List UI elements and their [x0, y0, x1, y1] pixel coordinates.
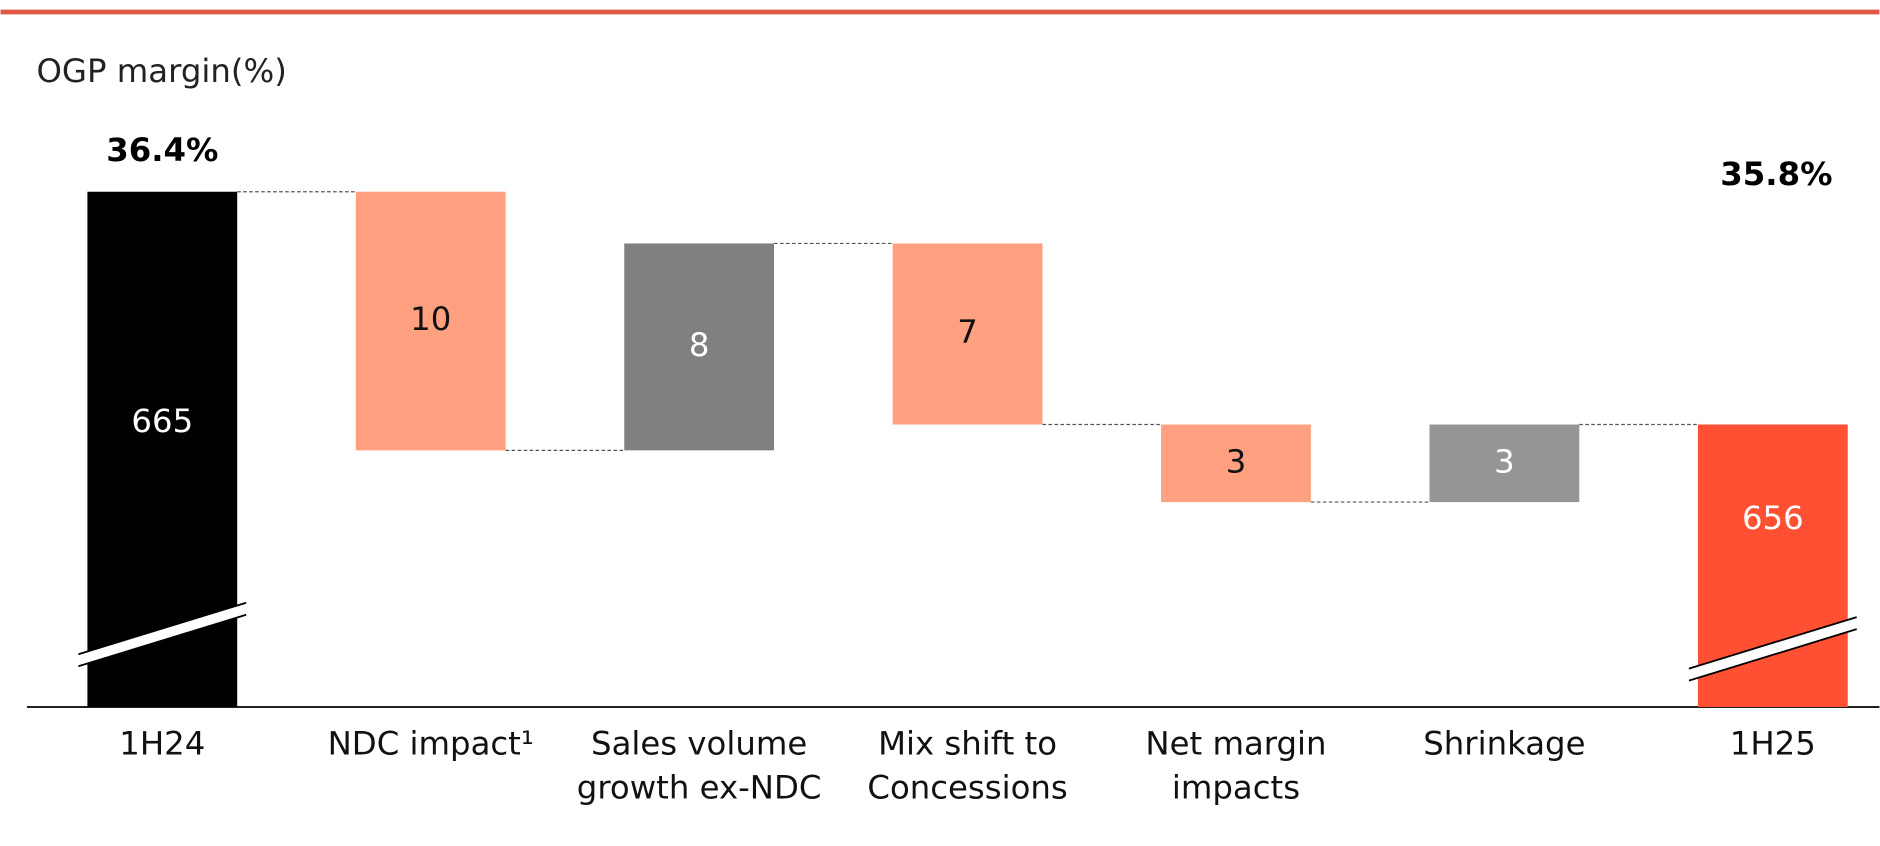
category-label-line: Shrinkage — [1423, 724, 1585, 762]
bar — [892, 243, 1043, 425]
category-label: Mix shift to Concessions — [867, 724, 1067, 806]
axis-break-line — [78, 613, 247, 668]
category-label: 1H24 — [119, 724, 205, 762]
axis-break-line — [1688, 616, 1857, 670]
value-label: 10 — [410, 300, 451, 338]
axis-break — [1688, 617, 1857, 681]
bar — [1429, 424, 1580, 503]
category-label: NDC impact¹ — [328, 724, 534, 762]
category-label-line: Sales volume — [591, 724, 807, 762]
bar — [624, 243, 775, 451]
category-label: Shrinkage — [1423, 724, 1585, 762]
value-label: 656 — [1742, 499, 1804, 537]
category-label-line: Mix shift to — [878, 724, 1057, 762]
total-annotation: 35.8% — [1720, 155, 1832, 193]
chart-title: OGP margin(%) — [36, 52, 286, 90]
category-label: Sales volume growth ex-NDC — [577, 724, 822, 806]
axis-break — [78, 602, 247, 667]
category-label-line: Concessions — [867, 769, 1067, 807]
category-label-line: impacts — [1172, 769, 1300, 807]
category-label-line: 1H24 — [119, 724, 205, 762]
value-label: 3 — [1226, 442, 1247, 480]
category-label-line: growth ex-NDC — [577, 769, 822, 807]
total-annotation: 36.4% — [106, 131, 218, 169]
bar — [355, 191, 506, 451]
category-label: 1H25 — [1730, 724, 1816, 762]
axis-break-line — [1688, 628, 1857, 682]
category-label-line: 1H25 — [1730, 724, 1816, 762]
category-label: Net margin impacts — [1145, 724, 1326, 806]
axis-break-line — [78, 601, 247, 656]
value-label: 7 — [957, 313, 978, 351]
category-label-line: Net margin — [1145, 724, 1326, 762]
bar — [1161, 424, 1311, 503]
value-label: 3 — [1494, 442, 1515, 480]
value-label: 8 — [689, 326, 710, 364]
category-label-line: NDC impact¹ — [328, 724, 534, 762]
value-label: 665 — [131, 402, 193, 440]
